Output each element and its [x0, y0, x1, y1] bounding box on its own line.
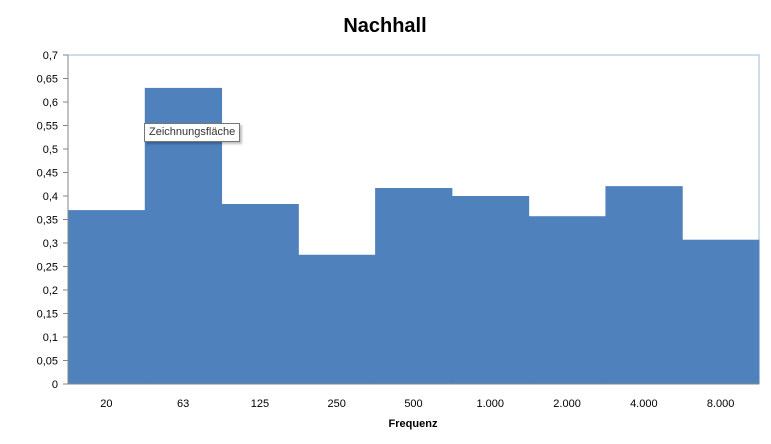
y-tick-label: 0,2 [43, 285, 58, 297]
bar-125[interactable] [221, 203, 299, 384]
x-tick-label: 250 [328, 398, 346, 410]
x-tick-label: 2.000 [553, 398, 581, 410]
y-tick-label: 0,4 [43, 191, 58, 203]
x-tick-label: 500 [404, 398, 422, 410]
y-tick-label: 0,1 [43, 332, 58, 344]
bar-20[interactable] [68, 210, 146, 384]
y-tick-label: 0 [52, 379, 58, 391]
bars-group [68, 87, 760, 385]
y-tick-label: 0,05 [37, 356, 58, 368]
bar-4.000[interactable] [605, 186, 683, 384]
y-tick-label: 0,15 [37, 309, 58, 321]
y-tick-label: 0,35 [37, 215, 58, 227]
y-axis: 0 0,05 0,1 0,15 0,2 0,25 0,3 0,35 0,4 0,45 0,5 0,55… [37, 50, 69, 391]
y-tick-label: 0,65 [37, 74, 58, 86]
y-tick-label: 0,5 [43, 144, 58, 156]
x-tick-label: 8.000 [707, 398, 735, 410]
x-tick-label: 4.000 [630, 398, 658, 410]
x-axis: 20 63 125 250 500 1.000 2.000 4.000 8.000 [68, 383, 759, 410]
plot-area-tooltip: Zeichnungsfläche [144, 123, 241, 142]
bar-2.000[interactable] [528, 216, 606, 384]
y-tick-label: 0,45 [37, 168, 58, 180]
x-tick-label: 63 [177, 398, 189, 410]
bar-1.000[interactable] [451, 196, 530, 384]
y-tick-label: 0,3 [43, 238, 58, 250]
y-tick-label: 0,7 [43, 50, 58, 62]
y-tick-label: 0,25 [37, 262, 58, 274]
bar-250[interactable] [298, 254, 376, 384]
y-tick-label: 0,55 [37, 121, 58, 133]
x-tick-label: 1.000 [477, 398, 505, 410]
chart-title: Nachhall [343, 15, 426, 37]
bar-500[interactable] [375, 188, 453, 384]
x-tick-label: 20 [100, 398, 112, 410]
bar-8.000[interactable] [682, 239, 760, 384]
x-tick-label: 125 [251, 398, 269, 410]
x-axis-title: Frequenz [389, 418, 438, 430]
y-tick-label: 0,6 [43, 97, 58, 109]
